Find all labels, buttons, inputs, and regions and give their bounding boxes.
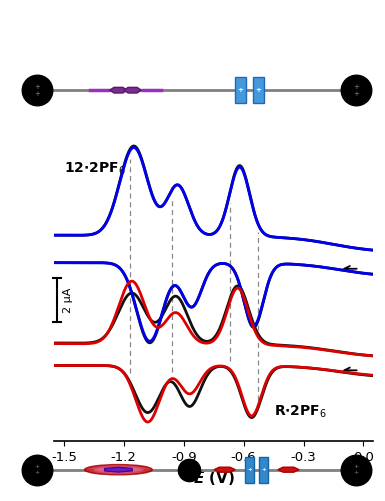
Polygon shape — [235, 77, 246, 103]
Text: +: + — [261, 467, 266, 472]
Text: +
+: + + — [34, 464, 40, 475]
Text: $\mathbf{12}$$\mathbf{\cdot}$2PF$_6$: $\mathbf{12}$$\mathbf{\cdot}$2PF$_6$ — [64, 160, 126, 177]
Circle shape — [85, 465, 152, 474]
Polygon shape — [259, 456, 268, 483]
Polygon shape — [214, 467, 235, 472]
Circle shape — [94, 466, 143, 473]
Polygon shape — [124, 87, 141, 93]
Text: 2 μA: 2 μA — [63, 288, 73, 313]
X-axis label: $\boldsymbol{E}$ $\mathbf{(V)}$: $\boldsymbol{E}$ $\mathbf{(V)}$ — [193, 469, 234, 487]
Text: +: + — [255, 87, 261, 93]
Text: $\mathbf{R}$$\mathbf{\cdot}$2PF$_6$: $\mathbf{R}$$\mathbf{\cdot}$2PF$_6$ — [274, 404, 326, 420]
Text: +
+: + + — [353, 464, 358, 475]
Polygon shape — [245, 456, 254, 483]
Text: +: + — [238, 87, 244, 93]
Text: +
+: + + — [34, 84, 40, 97]
Polygon shape — [278, 467, 299, 472]
Text: +: + — [247, 467, 252, 472]
Polygon shape — [105, 467, 132, 472]
Polygon shape — [110, 87, 127, 93]
Text: +
+: + + — [353, 84, 359, 97]
Polygon shape — [253, 77, 264, 103]
